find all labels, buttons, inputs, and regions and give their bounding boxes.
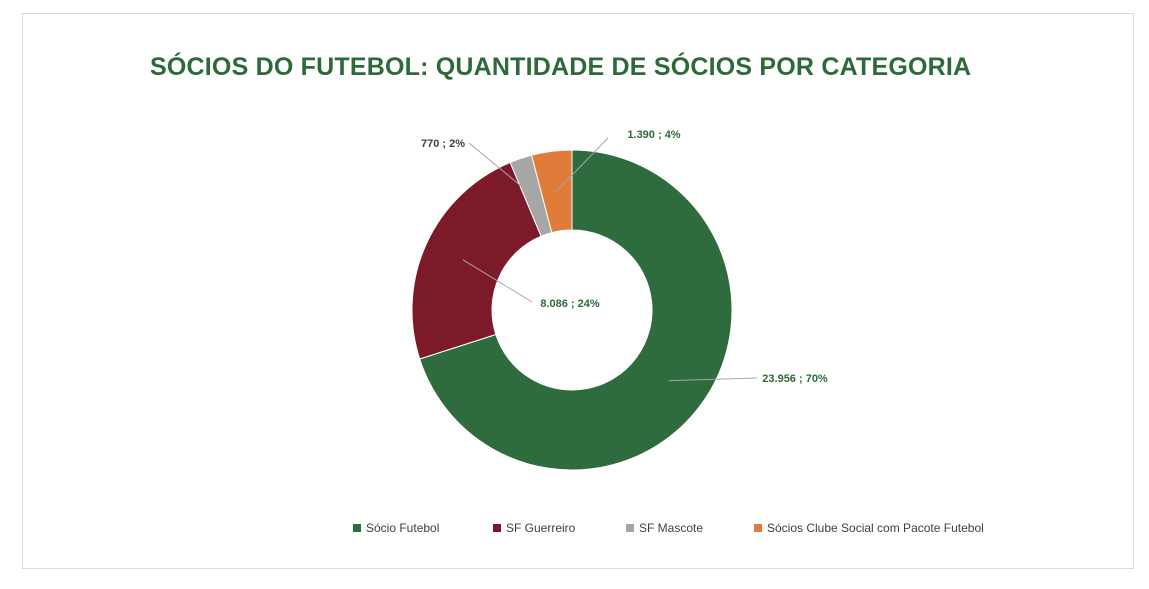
chart-frame [22, 13, 1134, 569]
data-label-socios-clube-social: 1.390 ; 4% [627, 129, 680, 141]
chart-title: SÓCIOS DO FUTEBOL: QUANTIDADE DE SÓCIOS … [150, 53, 972, 81]
data-label-sf-mascote: 770 ; 2% [421, 138, 465, 150]
legend-swatch [353, 524, 361, 532]
leader-line-socios-clube-social [556, 137, 609, 192]
donut-slice-socios-clube-social [530, 149, 573, 234]
donut-slice-sf-guerreiro [411, 161, 542, 360]
data-labels: 23.956 ; 70% 8.086 ; 24% 770 ; 2% 1.390 ; 4… [421, 129, 828, 385]
leader-line-sf-mascote [468, 142, 534, 197]
legend-label: Sócio Futebol [366, 521, 440, 535]
legend-label: SF Mascote [639, 521, 704, 535]
legend: Sócio Futebol SF Guerreiro SF Mascote Só… [0, 521, 1149, 541]
legend-swatch [754, 524, 762, 532]
legend-item-socios-clube-social: Sócios Clube Social com Pacote Futebol [754, 521, 984, 535]
leader-line-socio-futebol [668, 377, 758, 382]
leader-lines [462, 137, 758, 382]
legend-item-sf-mascote: SF Mascote [626, 521, 703, 535]
legend-swatch [626, 524, 634, 532]
legend-label: Sócios Clube Social com Pacote Futebol [767, 521, 984, 535]
legend-item-socio-futebol: Sócio Futebol [353, 521, 439, 535]
leader-line-sf-guerreiro [462, 259, 533, 303]
legend-label: SF Guerreiro [506, 521, 576, 535]
donut-slice-socio-futebol [419, 149, 733, 471]
data-label-socio-futebol: 23.956 ; 70% [762, 373, 828, 385]
legend-item-sf-guerreiro: SF Guerreiro [493, 521, 575, 535]
donut-slices [411, 149, 733, 471]
legend-swatch [493, 524, 501, 532]
data-label-sf-guerreiro: 8.086 ; 24% [540, 298, 600, 310]
